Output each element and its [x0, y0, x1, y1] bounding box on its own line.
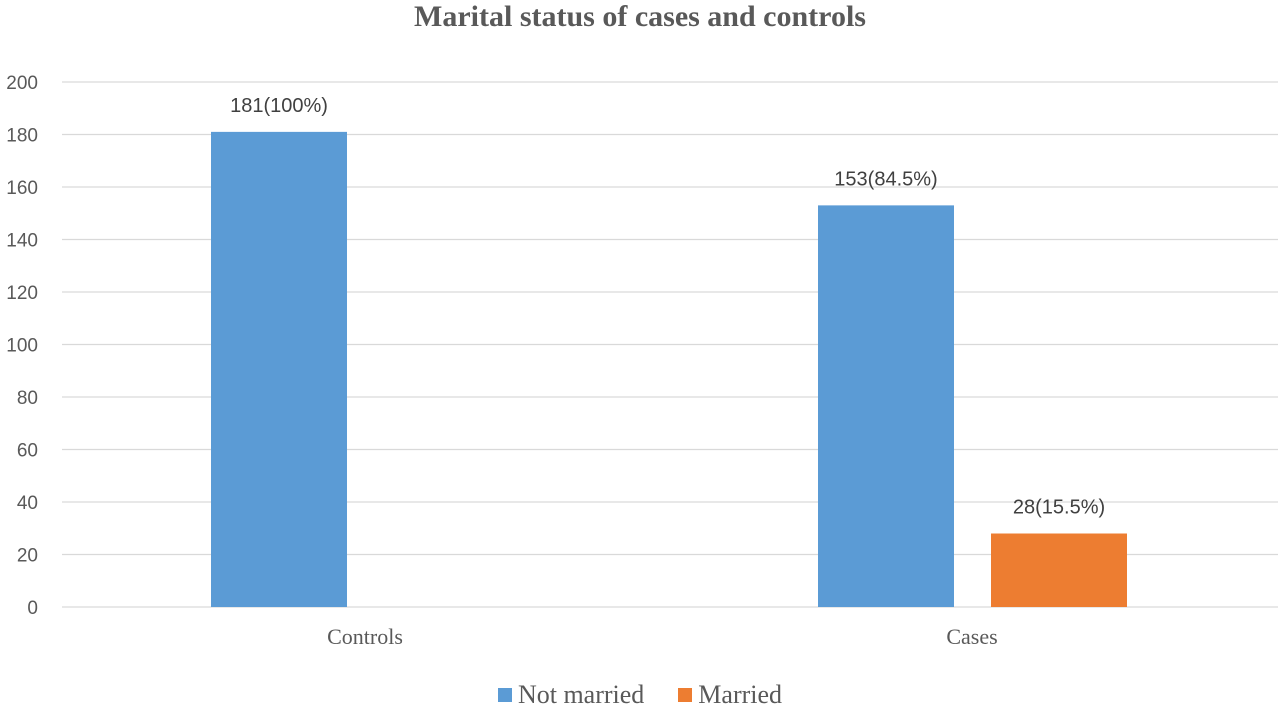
data-label: 181(100%) [230, 95, 328, 117]
y-tick-label: 140 [6, 231, 38, 252]
y-tick-label: 180 [6, 126, 38, 147]
y-tick-label: 60 [17, 441, 38, 462]
y-tick-label: 120 [6, 283, 38, 304]
legend-item-not-married: Not married [497, 680, 645, 710]
legend-swatch-not-married [497, 688, 512, 702]
data-labels: 181(100%) 153(84.5%) 28(15.5%) [230, 95, 1105, 519]
x-tick-label: Cases [946, 624, 997, 649]
y-tick-label: 160 [6, 178, 38, 199]
legend-item-married: Married [678, 680, 782, 710]
legend-label-married: Married [698, 680, 783, 709]
x-axis-ticks: Controls Cases [327, 624, 998, 649]
data-label: 28(15.5%) [1013, 497, 1105, 519]
bar-not-married-controls [211, 131, 347, 607]
y-axis-ticks: 0 20 40 60 80 100 120 140 160 180 200 [6, 73, 38, 619]
bars [211, 131, 1127, 607]
bar-not-married-cases [818, 205, 954, 607]
y-tick-label: 0 [27, 598, 38, 619]
y-tick-label: 40 [17, 493, 38, 514]
chart-title: Marital status of cases and controls [414, 0, 866, 33]
bar-married-cases [991, 533, 1127, 607]
y-tick-label: 100 [6, 336, 38, 357]
data-label: 153(84.5%) [834, 168, 937, 190]
legend: Not married Married [0, 680, 1280, 710]
x-tick-label: Controls [327, 624, 403, 649]
legend-swatch-married [678, 688, 693, 702]
y-tick-label: 20 [17, 546, 38, 567]
legend-label-not-married: Not married [517, 680, 645, 709]
y-tick-label: 200 [6, 73, 38, 94]
y-tick-label: 80 [17, 388, 38, 409]
